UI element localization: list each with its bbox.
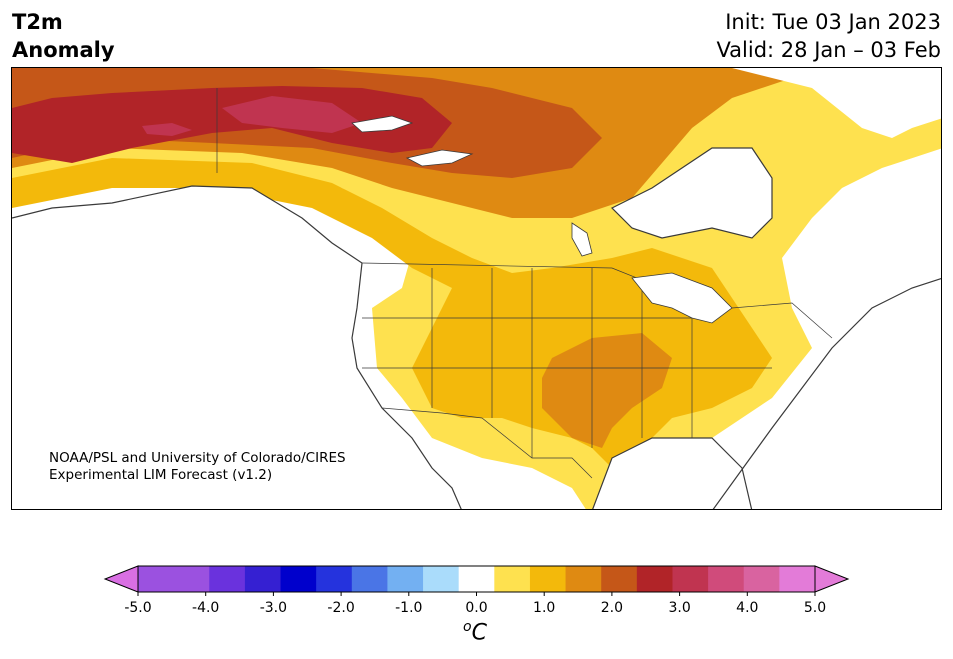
colorbar-bin [743,566,780,592]
atlantic-ocean [713,278,941,509]
anomaly-map [11,67,942,510]
colorbar-tick-label: 1.0 [533,600,556,616]
hudson-coast [610,147,773,239]
colorbar-over-arrow [814,565,850,593]
gulf-coast [592,437,753,509]
colorbar-tick-label: 0.0 [465,600,488,616]
colorbar-bin [458,566,495,592]
credit-line2: Experimental LIM Forecast (v1.2) [49,467,273,483]
map-title: T2m Anomaly [12,8,115,64]
colorbar-bin [636,566,673,592]
map-canvas [12,68,941,509]
colorbar-bin [316,566,353,592]
west-coast [12,185,462,509]
colorbar-tick-label: -5.0 [124,600,152,616]
east-coast [712,278,941,509]
gulf-of-mexico [592,438,752,509]
coastlines [12,147,941,509]
band-2p5-3 [12,86,452,163]
colorbar-bin [244,566,282,592]
title-anomaly: Anomaly [12,38,115,62]
colorbar-tick-label: 3.0 [668,600,691,616]
colorbar [103,565,850,596]
colorbar-bin [529,566,567,592]
great-slave-lake [405,149,474,167]
pacific-ocean [12,186,462,509]
unit-degree: o [463,619,472,635]
ocean-mask [12,68,941,509]
init-date: Init: Tue 03 Jan 2023 [725,10,941,34]
colorbar-bin [672,566,709,592]
colorbar-bin [173,566,210,592]
band-3-3p5-b [142,123,192,136]
colorbar-bin [494,566,531,592]
credit-text: NOAA/PSL and University of Colorado/CIRE… [49,450,346,484]
colorbar-bin [708,566,745,592]
colorbar-bin [209,566,246,592]
colorbar-bin [565,566,602,592]
colorbar-tick-label: 4.0 [736,600,759,616]
colorbar-tick-label: -1.0 [395,600,423,616]
colorbar-tick-label: -4.0 [192,600,220,616]
colorbar-under-arrow [103,565,139,593]
colorbar-bin [423,566,460,592]
band-1p5-2-south [542,333,672,448]
colorbar-bin [387,566,424,592]
great-bear-lake [351,115,414,133]
great-lakes [631,272,733,324]
colorbar-bin [138,566,175,592]
state-lines [362,268,772,458]
hudson-bay [612,148,772,238]
credit-line1: NOAA/PSL and University of Colorado/CIRE… [49,450,346,466]
colorbar-tick-label: -3.0 [259,600,288,616]
colorbar-tick-label: 5.0 [803,600,827,616]
us-mexico-border [381,407,593,479]
colorbar-tick-label: -2.0 [327,600,355,616]
title-variable: T2m [12,10,63,34]
colorbar-bin [280,566,317,592]
unit-letter: C [471,620,487,646]
forecast-dates: Init: Tue 03 Jan 2023 Valid: 28 Jan – 03… [716,8,941,64]
lakes [351,115,733,324]
colorbar-bin [351,566,388,592]
colorbar-bin [601,566,638,592]
valid-date: Valid: 28 Jan – 03 Feb [716,38,941,62]
colorbar-tick-label: 2.0 [600,600,624,616]
colorbar-unit: oC [463,619,487,645]
lake-winnipeg [571,222,593,257]
arctic-islands-gap [732,68,941,138]
band-3-3p5 [222,96,362,133]
colorbar-bin [779,566,816,592]
